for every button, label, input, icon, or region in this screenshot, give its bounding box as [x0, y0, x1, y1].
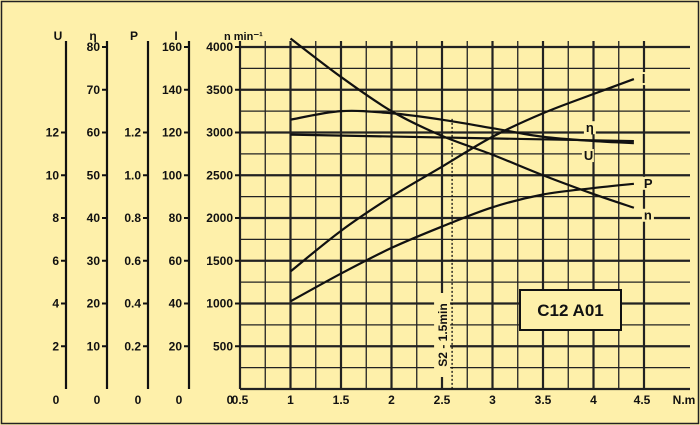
tick-label-U: 4	[52, 297, 59, 311]
x-tick-label: 4	[590, 393, 597, 407]
x-tick-label: 1.5	[333, 393, 350, 407]
series-label-U: U	[584, 148, 593, 163]
tick-label-P: 1.0	[124, 168, 141, 182]
tick-label-eta: 20	[87, 297, 101, 311]
tick-label-U: 10	[46, 168, 60, 182]
x-axis-unit: N.m	[673, 393, 696, 407]
tick-label-P: 0.4	[124, 297, 141, 311]
tick-label-I: 140	[162, 83, 182, 97]
x-tick-label: 0.5	[232, 393, 249, 407]
tick-label-I: 40	[169, 297, 183, 311]
tick-label-P: 1.2	[124, 126, 141, 140]
tick-label-I: 0	[176, 393, 183, 407]
series-label-bg	[639, 72, 652, 86]
tick-label-P: 0.2	[124, 339, 141, 353]
series-line-n	[289, 37, 635, 209]
tick-label-eta: 10	[87, 339, 101, 353]
tick-label-I: 100	[162, 168, 182, 182]
x-tick-label: 1	[287, 393, 294, 407]
series-label-I: I	[642, 71, 646, 86]
series-label-bg	[641, 176, 654, 190]
tick-label-eta: 50	[87, 168, 101, 182]
series-line-I	[289, 78, 635, 273]
series-label-n: n	[644, 208, 652, 223]
axis-label-I: I	[174, 29, 177, 43]
tick-label-U: 12	[46, 126, 60, 140]
axis-label-P: P	[130, 29, 138, 43]
tick-label-P: 0	[135, 393, 142, 407]
tick-label-eta: 60	[87, 126, 101, 140]
series-label-bg	[641, 208, 654, 222]
annotations: S2 - 1.5min C12 A01	[434, 118, 622, 389]
tick-label-n: 0	[227, 393, 234, 407]
tick-label-U: 6	[52, 254, 59, 268]
tick-label-I: 60	[169, 254, 183, 268]
tick-label-n: 2000	[206, 211, 233, 225]
grid	[238, 41, 690, 391]
series-line-U	[290, 133, 634, 143]
series-label-eta: η	[586, 120, 594, 135]
title-box	[519, 289, 622, 331]
axis-label-n: n min⁻¹	[224, 31, 263, 43]
tick-label-eta: 80	[87, 40, 101, 54]
tick-label-I: 120	[162, 126, 182, 140]
x-tick-label: 2.5	[434, 393, 451, 407]
axis-label-U: U	[54, 29, 63, 43]
tick-label-n: 500	[213, 339, 233, 353]
x-tick-label: 3	[489, 393, 496, 407]
tick-label-n: 3000	[206, 126, 233, 140]
annotation-label-bg	[434, 293, 451, 377]
tick-label-U: 2	[52, 339, 59, 353]
series-label-bg	[581, 149, 594, 163]
tick-label-P: 0.6	[124, 254, 141, 268]
tick-label-eta: 40	[87, 211, 101, 225]
chart-title: C12 A01	[537, 301, 603, 320]
curves: n IηU P	[289, 37, 654, 303]
series-line-P	[289, 182, 635, 303]
tick-label-I: 160	[162, 40, 182, 54]
axis-label-eta: η	[89, 29, 96, 43]
tick-label-I: 80	[169, 211, 183, 225]
x-tick-label: 3.5	[535, 393, 552, 407]
tick-label-eta: 30	[87, 254, 101, 268]
tick-label-eta: 0	[94, 393, 101, 407]
x-tick-label: 4.5	[634, 393, 651, 407]
tick-label-n: 1000	[206, 297, 233, 311]
vertical-scales: U 0 2 4 6 8 10 12 η 0 10 20 30 40 50 60 70 80 P 0 0.2 0.4 0.6 0…	[46, 29, 263, 407]
tick-label-n: 3500	[206, 83, 233, 97]
series-label-bg	[583, 121, 596, 135]
tick-label-eta: 70	[87, 83, 101, 97]
tick-label-U: 8	[52, 211, 59, 225]
tick-label-I: 20	[169, 339, 183, 353]
tick-label-n: 1500	[206, 254, 233, 268]
series-label-P: P	[644, 176, 653, 191]
tick-label-U: 0	[53, 393, 60, 407]
tick-label-n: 4000	[206, 40, 233, 54]
x-tick-label: 2	[388, 393, 395, 407]
annotation-label: S2 - 1.5min	[436, 303, 450, 366]
tick-label-P: 0.8	[124, 211, 141, 225]
x-axis: 0.5 1 1.5 2 2.5 3 3.5 4 4.5 N.m	[232, 393, 696, 407]
tick-label-n: 2500	[206, 168, 233, 182]
